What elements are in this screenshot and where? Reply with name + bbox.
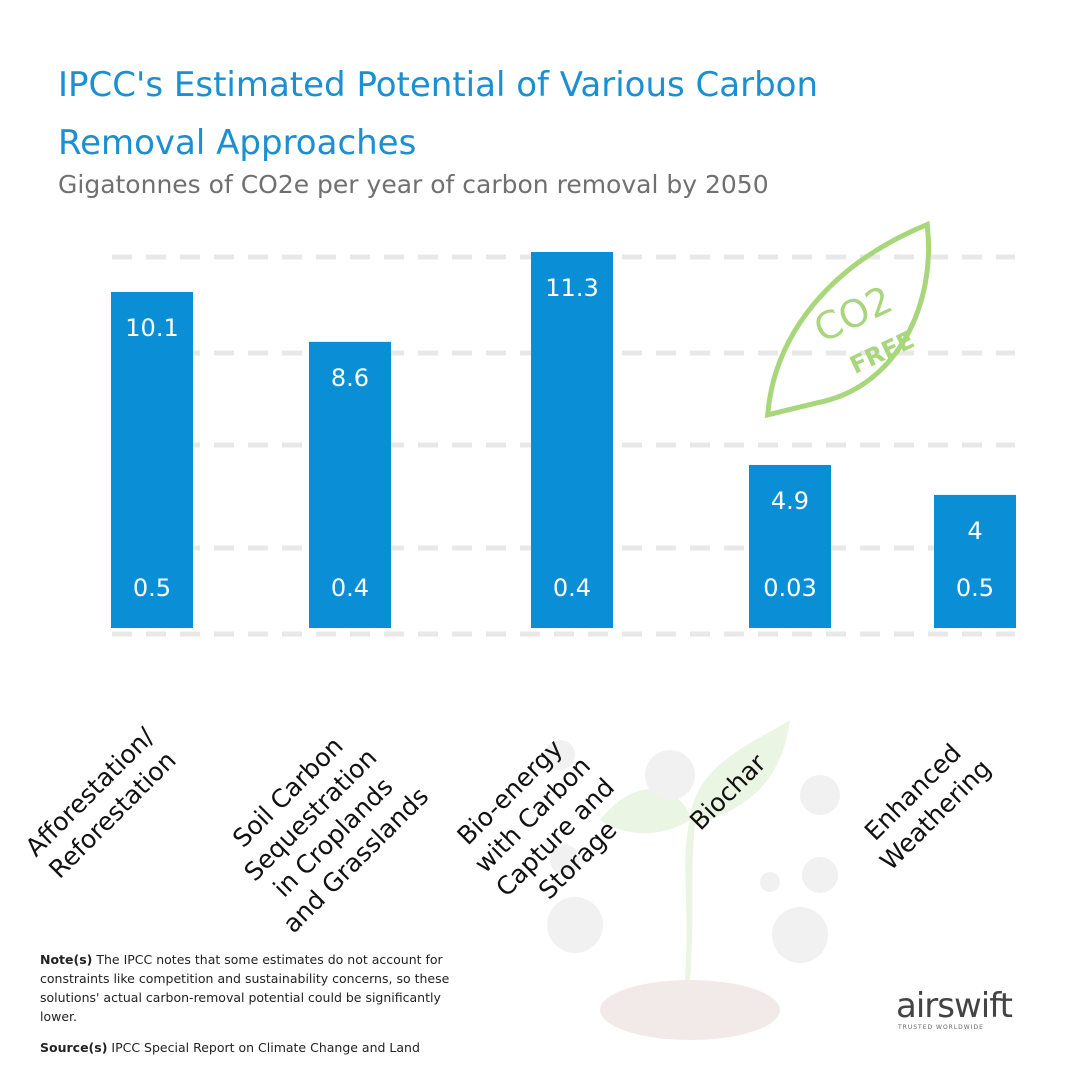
low-value-label: 0.5	[133, 574, 171, 602]
note: Note(s) The IPCC notes that some estimat…	[40, 950, 480, 1026]
bar	[309, 341, 391, 628]
note-text: The IPCC notes that some estimates do no…	[40, 952, 450, 1024]
note-heading: Note(s)	[40, 952, 93, 967]
value-label: 4	[967, 517, 982, 545]
low-value-label: 0.03	[763, 574, 816, 602]
value-label: 11.3	[545, 274, 598, 302]
background-decoration	[545, 720, 840, 1040]
bar	[531, 252, 613, 628]
source-text: IPCC Special Report on Climate Change an…	[111, 1040, 420, 1055]
bar	[749, 464, 831, 628]
source: Source(s) IPCC Special Report on Climate…	[40, 1040, 420, 1055]
source-heading: Source(s)	[40, 1040, 108, 1055]
chart-title: IPCC's Estimated Potential of Various Ca…	[58, 65, 819, 163]
value-label: 4.9	[771, 487, 809, 515]
bar	[934, 494, 1016, 628]
chart-subtitle: Gigatonnes of CO2e per year of carbon re…	[58, 170, 769, 199]
low-value-label: 0.4	[331, 574, 369, 602]
logo-tagline: TRUSTED WORLDWIDE	[898, 1024, 984, 1031]
value-label: 8.6	[331, 364, 369, 392]
low-value-label: 0.5	[956, 574, 994, 602]
value-label: 10.1	[125, 314, 178, 342]
low-value-label: 0.4	[553, 574, 591, 602]
bar	[111, 291, 193, 628]
logo: airswift	[896, 986, 1013, 1026]
